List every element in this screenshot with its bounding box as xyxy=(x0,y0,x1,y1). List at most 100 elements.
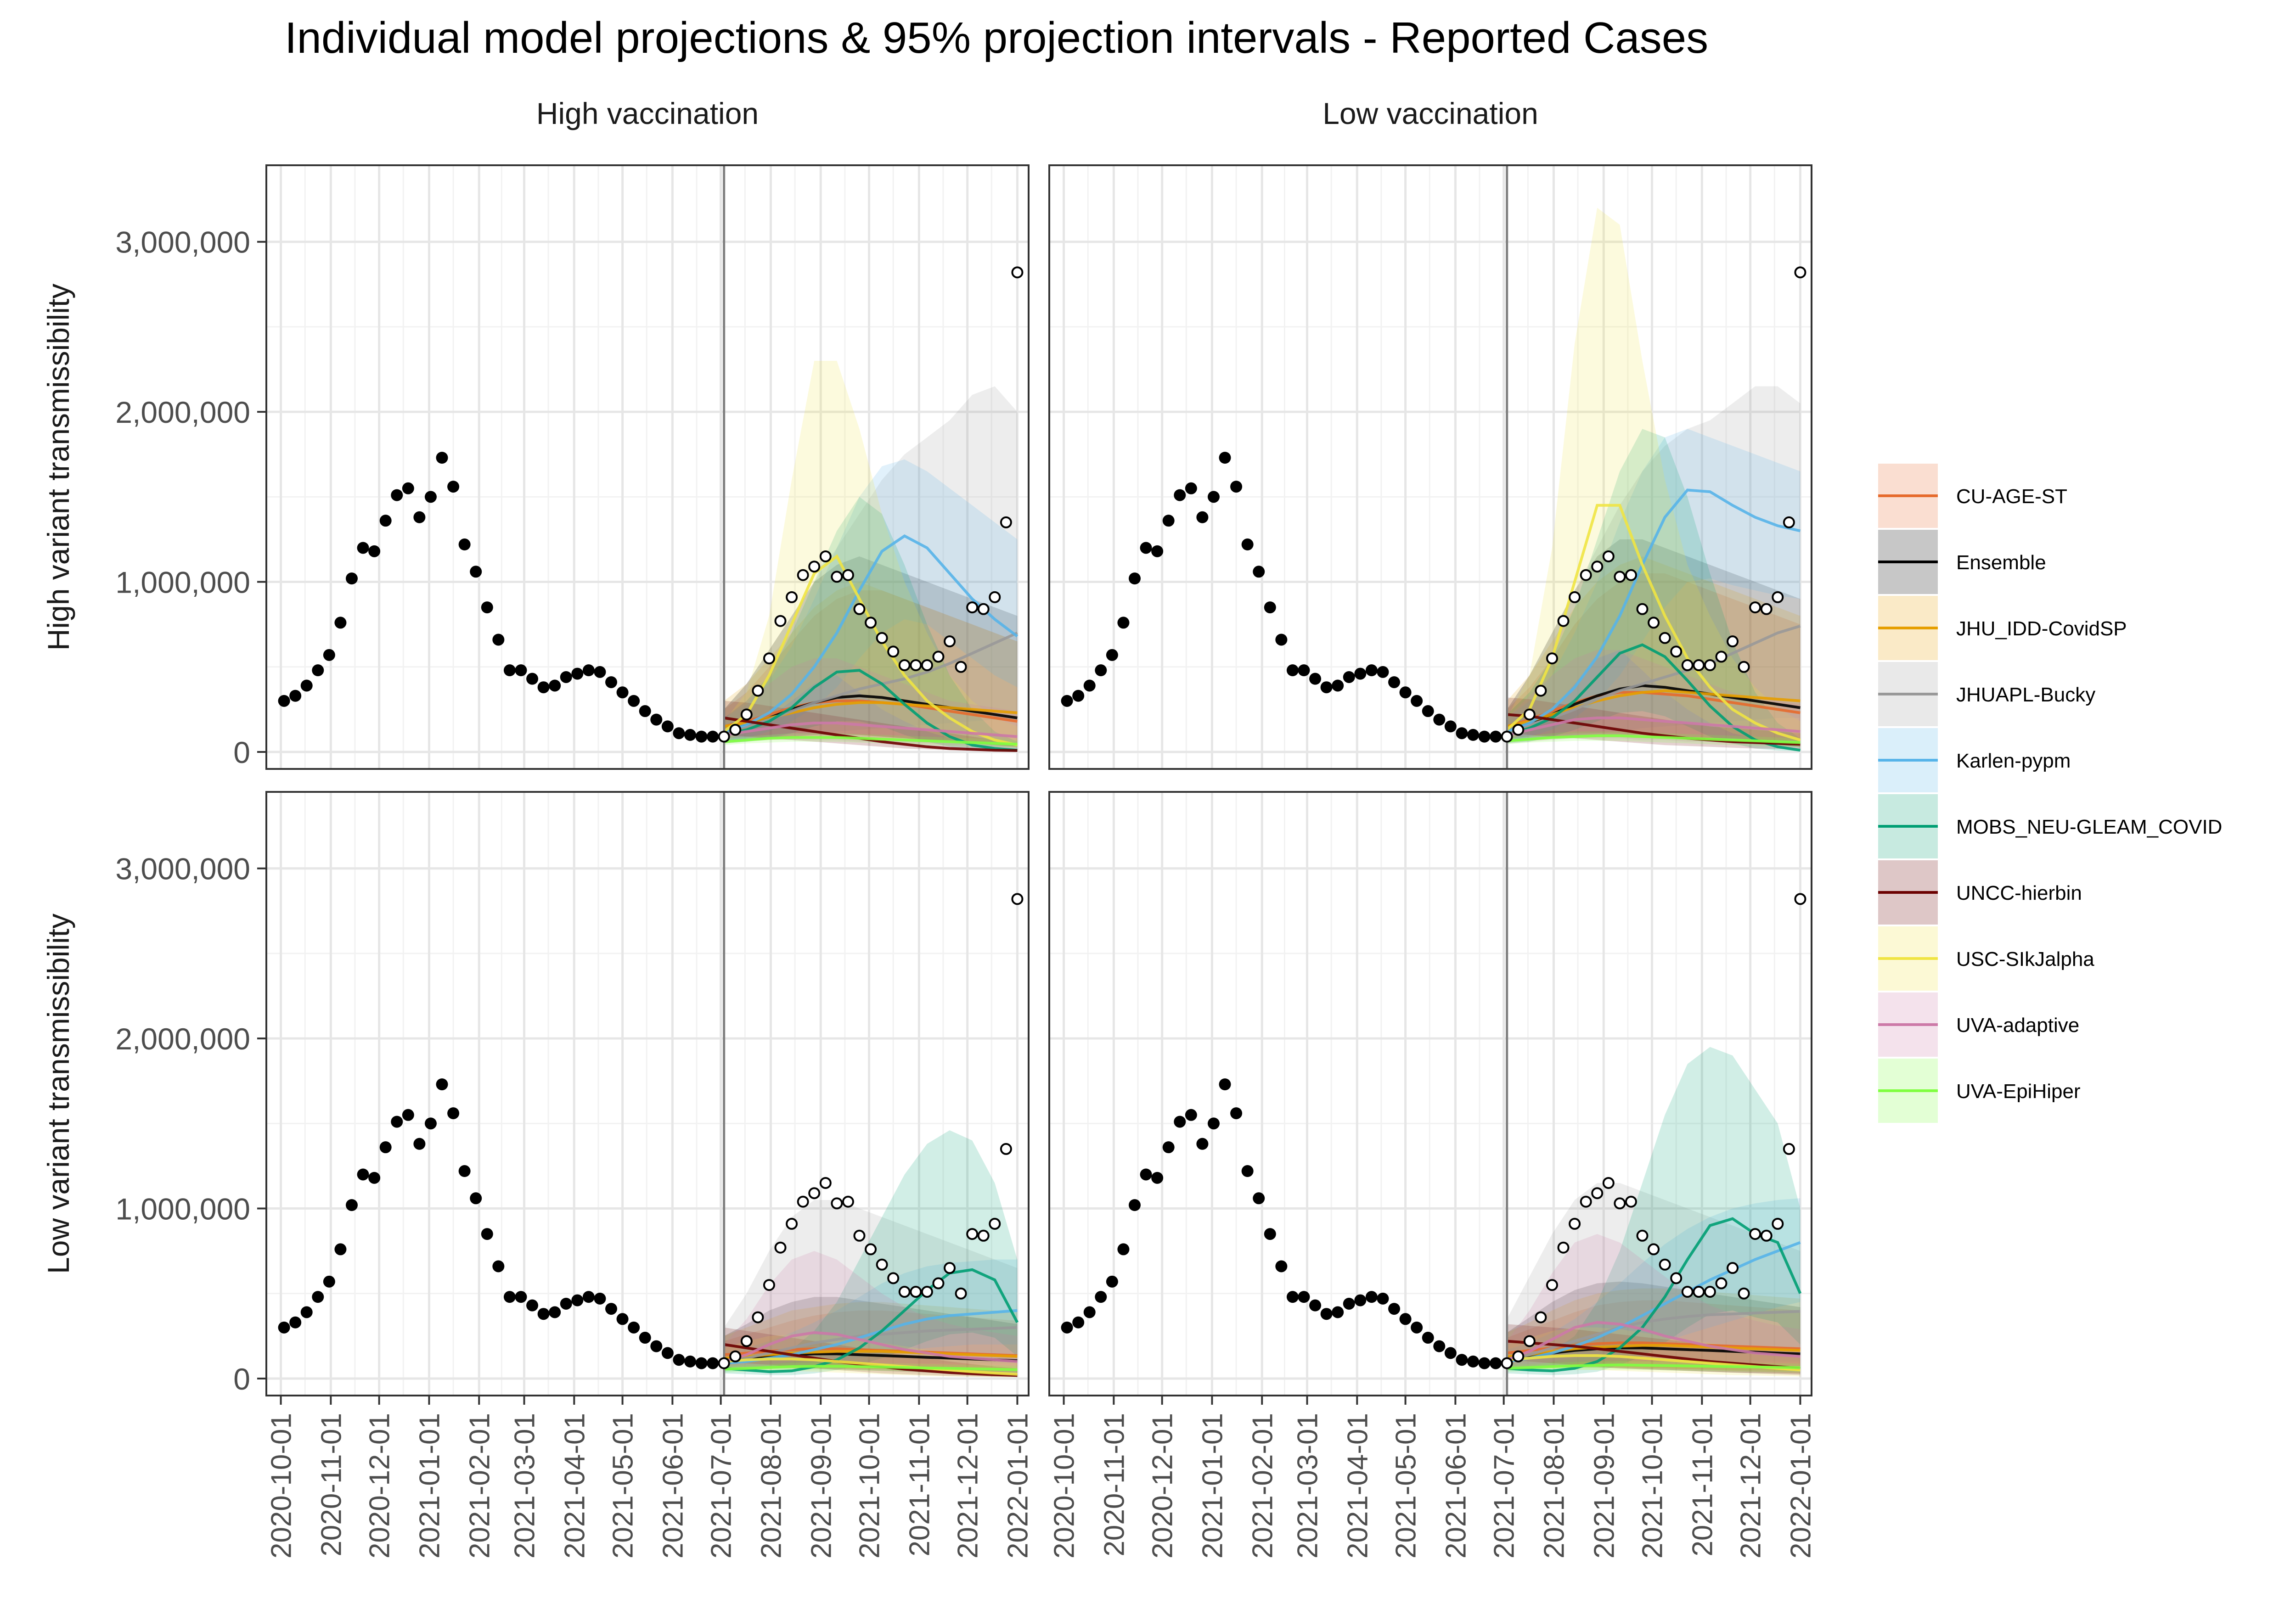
ribbon-JHUAPL-Bucky xyxy=(724,386,1018,742)
observed-validation-point xyxy=(1000,516,1012,528)
observed-point xyxy=(1399,686,1412,699)
observed-validation-point xyxy=(921,1286,933,1298)
series-line-Karlen-pypm xyxy=(724,1309,1018,1365)
ribbon-JHUAPL-Bucky xyxy=(1507,1183,1801,1370)
observed-validation-point xyxy=(1648,617,1660,629)
observed-point xyxy=(594,1292,606,1305)
observed-validation-point xyxy=(1546,652,1558,665)
y-tick-label: 1,000,000 xyxy=(115,1192,250,1226)
observed-validation-point xyxy=(1681,659,1694,672)
observed-validation-point xyxy=(729,1350,742,1362)
ribbon-Karlen-pypm xyxy=(724,1259,1018,1372)
observed-point xyxy=(1388,1303,1401,1315)
observed-point xyxy=(639,1332,651,1344)
observed-validation-point xyxy=(1772,591,1784,603)
x-tick-label: 2021-04-01 xyxy=(559,1413,591,1559)
x-tick-label: 2020-11-01 xyxy=(1098,1413,1130,1557)
legend-label: Ensemble xyxy=(1956,551,2046,574)
observed-point xyxy=(346,572,358,585)
observed-point xyxy=(707,1357,719,1369)
observed-validation-point xyxy=(1501,730,1513,743)
panel-border xyxy=(1048,164,1812,770)
observed-validation-point xyxy=(718,1357,730,1369)
ribbon-UVA-adaptive xyxy=(724,1251,1018,1373)
observed-validation-point xyxy=(921,659,933,672)
observed-validation-point xyxy=(1625,569,1637,581)
observed-point xyxy=(1309,1299,1322,1312)
observed-validation-point xyxy=(1760,603,1773,615)
observed-point xyxy=(1061,1321,1073,1334)
observed-validation-point xyxy=(1772,1217,1784,1230)
observed-point xyxy=(312,1291,324,1303)
observed-point xyxy=(1230,481,1243,493)
observed-validation-point xyxy=(1794,266,1806,279)
observed-validation-point xyxy=(1625,1195,1637,1208)
series-line-UVA-EpiHiper xyxy=(724,736,1018,746)
observed-point xyxy=(1309,673,1322,685)
observed-point xyxy=(1478,730,1491,743)
series-line-CU-AGE-ST xyxy=(1506,691,1801,728)
observed-validation-point xyxy=(1546,1279,1558,1291)
legend-item: Karlen-pypm xyxy=(1878,728,2071,792)
observed-point xyxy=(1286,1291,1299,1303)
observed-validation-point xyxy=(1512,1350,1525,1362)
x-tick-label: 2020-11-01 xyxy=(315,1413,347,1557)
series-line-UVA-EpiHiper xyxy=(1507,734,1801,744)
x-tick-label: 2021-07-01 xyxy=(706,1413,737,1559)
observed-point xyxy=(1354,667,1367,680)
observed-validation-point xyxy=(1011,893,1024,905)
x-tick-label: 2021-10-01 xyxy=(1637,1413,1669,1559)
observed-point xyxy=(1083,679,1096,692)
observed-point xyxy=(1253,1192,1265,1205)
observed-point xyxy=(492,1260,505,1273)
observed-validation-point xyxy=(842,569,854,581)
legend-label: UVA-adaptive xyxy=(1956,1014,2079,1037)
observed-validation-point xyxy=(752,684,764,697)
observed-validation-point xyxy=(808,561,821,573)
observed-validation-point xyxy=(763,652,775,665)
observed-point xyxy=(1264,601,1276,614)
observed-validation-point xyxy=(1636,603,1649,615)
observed-point xyxy=(1117,1243,1130,1256)
observed-validation-point xyxy=(1670,1272,1683,1284)
observed-point xyxy=(639,705,651,718)
observed-point xyxy=(1456,1354,1468,1366)
observed-validation-point xyxy=(1715,650,1728,663)
x-tick-label: 2021-07-01 xyxy=(1489,1413,1520,1559)
observed-point xyxy=(323,649,335,661)
series-line-UVA-adaptive xyxy=(1507,716,1801,736)
series-line-Karlen-pypm xyxy=(1507,1241,1801,1363)
observed-point xyxy=(1185,482,1197,494)
legend-label: UVA-EpiHiper xyxy=(1956,1080,2081,1103)
observed-validation-point xyxy=(1738,661,1750,673)
legend-item: Ensemble xyxy=(1878,530,2046,594)
observed-point xyxy=(1332,1306,1344,1318)
observed-point xyxy=(571,667,584,680)
panel-border xyxy=(265,164,1030,770)
observed-point xyxy=(1467,1355,1480,1368)
observed-point xyxy=(582,664,595,677)
observed-point xyxy=(1162,515,1175,527)
axes-layer: High vaccination Low vaccination High vari… xyxy=(41,96,1817,1559)
observed-point xyxy=(436,452,448,464)
observed-point xyxy=(278,695,290,707)
panel-high-var-low-vacc xyxy=(1048,164,1812,770)
legend: CU-AGE-ST Ensemble JHU_IDD-CovidSP JHUAPL-B… xyxy=(1878,464,2222,1123)
observed-point xyxy=(1422,1332,1434,1344)
observed-point xyxy=(413,511,426,523)
observed-point xyxy=(424,1117,437,1130)
observed-validation-point xyxy=(1783,516,1795,528)
legend-label: USC-SIkJalpha xyxy=(1956,948,2094,970)
observed-validation-point xyxy=(1760,1229,1773,1242)
observed-validation-point xyxy=(1783,1143,1795,1155)
observed-point xyxy=(1411,695,1423,707)
panel-low-var-low-vacc xyxy=(1048,791,1812,1396)
observed-point xyxy=(661,1347,674,1359)
observed-validation-point xyxy=(910,1286,922,1298)
observed-point xyxy=(278,1321,290,1334)
observed-point xyxy=(379,1141,392,1154)
x-tick-label: 2021-12-01 xyxy=(1735,1413,1767,1559)
observed-validation-point xyxy=(932,650,945,663)
observed-point xyxy=(537,681,550,694)
observed-point xyxy=(695,1357,708,1369)
